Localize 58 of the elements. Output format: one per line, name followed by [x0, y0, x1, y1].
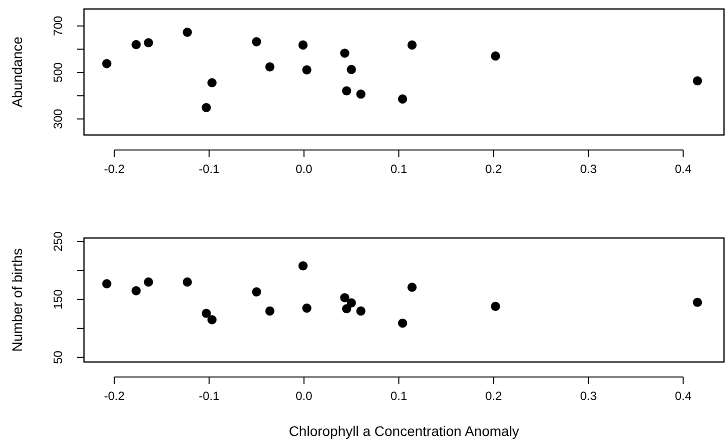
- point: [252, 37, 262, 46]
- point: [132, 286, 141, 296]
- point: [340, 293, 350, 302]
- point: [342, 86, 352, 96]
- point: [144, 277, 154, 287]
- y-tick-label: 50: [51, 350, 65, 364]
- point: [490, 302, 500, 311]
- point: [407, 282, 417, 292]
- y-axis-title: Abundance: [9, 36, 25, 108]
- point: [207, 78, 217, 88]
- point: [302, 304, 312, 313]
- point: [356, 89, 366, 99]
- point: [692, 76, 702, 86]
- point: [102, 59, 112, 68]
- point: [302, 65, 312, 75]
- point: [298, 261, 308, 270]
- point: [182, 277, 192, 287]
- x-tick-label: -0.1: [198, 389, 220, 403]
- point: [356, 306, 366, 316]
- point: [144, 38, 154, 48]
- point: [102, 279, 112, 288]
- x-tick-label: -0.1: [198, 162, 220, 176]
- point: [265, 62, 274, 72]
- point: [407, 40, 417, 50]
- point: [398, 94, 408, 104]
- point: [252, 287, 262, 296]
- y-tick-label: 250: [51, 231, 65, 252]
- x-tick-label: 0.1: [390, 389, 408, 403]
- point: [202, 102, 211, 112]
- point: [202, 308, 211, 318]
- point: [346, 64, 356, 74]
- point: [490, 51, 500, 61]
- x-tick-label: 0.2: [485, 162, 502, 176]
- point: [340, 48, 350, 58]
- y-tick-label: 150: [51, 289, 65, 310]
- x-tick-label: 0.4: [674, 389, 692, 403]
- x-tick-label: -0.2: [104, 389, 125, 403]
- x-tick-label: -0.2: [104, 162, 125, 176]
- point: [398, 318, 408, 328]
- y-tick-label: 300: [51, 108, 65, 129]
- y-tick-label: 500: [51, 62, 65, 82]
- point: [182, 28, 192, 37]
- point: [298, 40, 308, 50]
- y-axis-title: Number of births: [9, 248, 25, 352]
- x-tick-label: 0.3: [580, 162, 598, 176]
- point: [132, 40, 141, 50]
- point: [207, 315, 217, 324]
- x-tick-label: 0.0: [296, 389, 313, 403]
- point: [265, 306, 274, 316]
- x-tick-label: 0.1: [390, 162, 408, 176]
- x-tick-label: 0.4: [674, 162, 692, 176]
- x-axis-title: Chlorophyll a Concentration Anomaly: [288, 423, 520, 439]
- point: [692, 298, 702, 307]
- x-tick-label: 0.0: [296, 162, 313, 176]
- x-tick-label: 0.2: [485, 389, 502, 403]
- point: [346, 298, 356, 308]
- y-tick-label: 700: [51, 16, 65, 36]
- x-tick-label: 0.3: [580, 389, 598, 403]
